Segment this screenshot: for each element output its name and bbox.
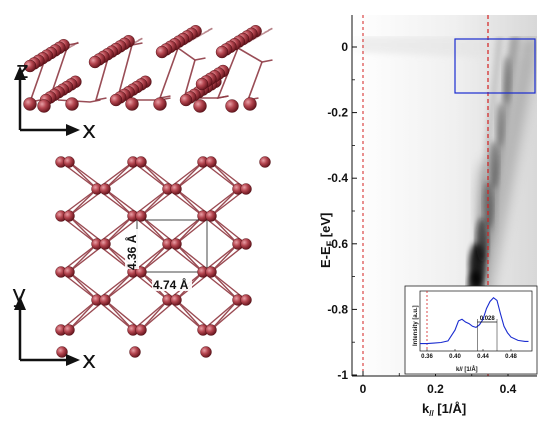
side-atom-front-6 [243, 97, 257, 111]
side-view-atoms [23, 25, 262, 113]
arpes-y-tick-label: -0.4 [327, 171, 348, 185]
top-atom-27 [170, 294, 182, 306]
side-atom-6-0 [179, 93, 193, 107]
z-arrow-head [14, 66, 26, 80]
x-arrow-head [66, 124, 80, 136]
inset-frame [404, 285, 538, 375]
inset-content: 0.028 0.36 0.40 0.44 0.48 [420, 291, 529, 360]
arpes-y-tick-label: -0.8 [327, 302, 348, 316]
top-atom-41 [240, 294, 252, 306]
top-atom-17 [135, 210, 147, 222]
top-atom-3 [63, 210, 75, 222]
top-atom-11 [99, 238, 111, 250]
top-atom-21 [135, 324, 147, 336]
inset-x-tick-label: 0.40 [449, 354, 461, 360]
arpes-x-axis-title: k// [1/Å] [422, 401, 466, 418]
inset-x-tick-label: 0.48 [505, 354, 517, 360]
top-view-axes: y x [12, 280, 96, 374]
top-atom-extra-3 [259, 156, 271, 168]
side-atom-front-5 [225, 99, 239, 113]
arpes-y-tick-label: 0 [341, 40, 348, 54]
inset-axes [419, 290, 533, 352]
side-view-axes: z x [14, 56, 96, 144]
arpes-y-tick-label: -0.2 [327, 106, 348, 120]
side-atom-3-0 [215, 45, 229, 59]
side-atom-front-4 [193, 99, 207, 113]
inset-x-tick-label: 0.36 [421, 354, 433, 360]
top-atom-15 [135, 156, 147, 168]
arpes-x-tick-label: 0 [360, 382, 367, 396]
y-axis-label: y [12, 280, 26, 308]
arpes-x-tick-label: 0.2 [427, 382, 444, 396]
top-atom-25 [170, 238, 182, 250]
arpes-y-ticks: 0 -0.2 -0.4 -0.6 -0.8 -1 [327, 40, 357, 382]
side-atom-1-0 [88, 55, 102, 69]
inset-y-label: Intensity [a.u.] [413, 305, 419, 346]
highlight-box [454, 38, 536, 94]
dimension-horizontal: 4.74 Å [153, 277, 189, 292]
side-atom-front-3 [153, 97, 167, 111]
top-atom-13 [99, 294, 111, 306]
top-atom-1 [63, 156, 75, 168]
z-axis-label: z [16, 56, 29, 84]
top-atom-extra-1 [129, 346, 141, 358]
arpes-y-axis-title: E-EF [eV] [318, 213, 335, 268]
side-atom-front-2 [125, 97, 139, 111]
inset-x-label: k// [1/Å] [456, 366, 478, 373]
side-atom-front-7 [23, 97, 37, 111]
dimension-vertical: 4.36 Å [124, 234, 139, 270]
side-atom-5-0 [109, 93, 123, 107]
inset-x-tick-label: 0.44 [477, 354, 489, 360]
top-atom-9 [99, 183, 111, 195]
top-atom-23 [170, 183, 182, 195]
top-atom-33 [205, 266, 217, 278]
fwhm-annotation: 0.028 [480, 316, 496, 322]
y-arrow-head [14, 296, 26, 310]
x-axis-label: x [82, 116, 96, 144]
side-atom-front-0 [37, 99, 51, 113]
arpes-y-tick-label: -0.6 [327, 237, 348, 251]
top-view-bonds [60, 161, 247, 331]
top-atom-7 [63, 324, 75, 336]
arpes-y-tick-label: -1 [337, 368, 348, 382]
inset-plot: 0.028 0.36 0.40 0.44 0.48 Intensity [a.u.] k… [404, 285, 538, 375]
inset-intensity-curve [420, 296, 529, 345]
side-atom-2-0 [155, 45, 169, 59]
top-atom-19 [135, 266, 147, 278]
side-atom-front-1 [65, 97, 79, 111]
top-atom-31 [205, 210, 217, 222]
top-atom-extra-2 [200, 346, 212, 358]
top-atom-5 [63, 266, 75, 278]
top-atom-39 [240, 238, 252, 250]
top-atom-29 [205, 156, 217, 168]
side-view-structure [23, 25, 273, 113]
top-view-atoms [55, 156, 271, 358]
side-atom-7-0 [195, 77, 209, 91]
top-view-structure: 4.36 Å 4.74 Å [55, 156, 271, 358]
top-atom-35 [205, 324, 217, 336]
top-atom-extra-0 [56, 346, 68, 358]
arpes-x-tick-label: 0.4 [500, 382, 517, 396]
x-arrow-head-bottom [66, 354, 80, 366]
side-atom-0-0 [23, 59, 37, 73]
top-atom-37 [240, 183, 252, 195]
x-axis-label-bottom: x [82, 346, 96, 374]
arpes-x-ticks: 0 0.2 0.4 [360, 371, 517, 396]
